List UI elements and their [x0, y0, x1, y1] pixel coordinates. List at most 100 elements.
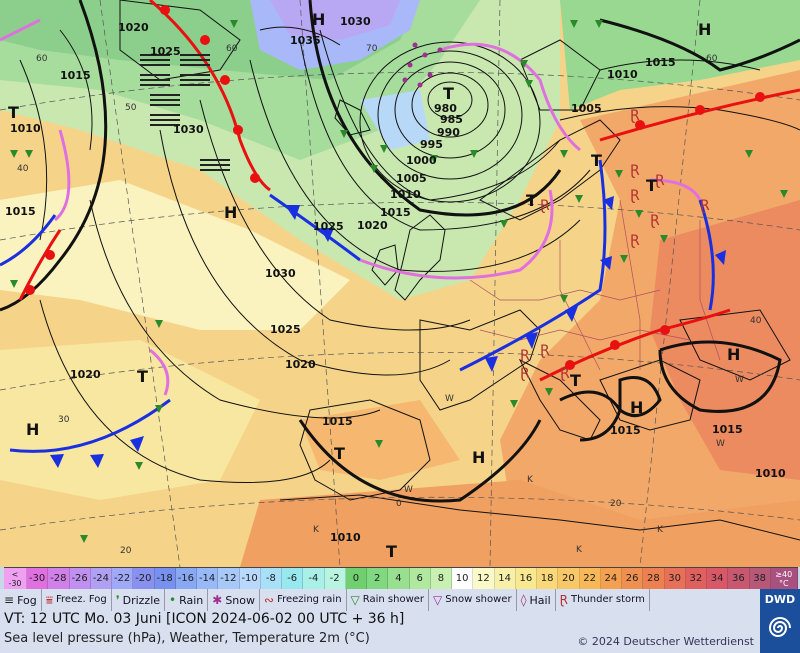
occlusion-front-north [439, 42, 581, 152]
occlusion-front-south [359, 189, 554, 280]
low-center: T [334, 444, 345, 463]
temp-label: K [527, 475, 534, 485]
temp-label: 30 [58, 415, 70, 425]
svg-text:Ɽ: Ɽ [655, 173, 665, 189]
colorbar-above-max: ≥40 °C [770, 568, 798, 590]
pressure-label: 1010 [10, 122, 41, 135]
colorbar-cell: -6 [282, 568, 304, 590]
pressure-label: 1015 [322, 415, 353, 428]
snow-shower-icon: ▽ [433, 593, 443, 607]
svg-text:Ɽ: Ɽ [520, 348, 530, 364]
pressure-label: 1015 [60, 69, 91, 82]
high-center: H [224, 203, 237, 222]
pressure-labels: 1020 1025 1015 1035 1030 1010 1005 1015 … [5, 15, 786, 544]
svg-text:Ɽ: Ɽ [630, 233, 640, 249]
colorbar-cell: -2 [324, 568, 346, 590]
legend-label: Thunder storm [570, 594, 645, 605]
colorbar-cell: -24 [90, 568, 112, 590]
pressure-label: 1020 [70, 368, 101, 381]
warm-front-atlantic [18, 229, 62, 301]
pressure-label: 1025 [313, 220, 344, 233]
cold-front-marks [50, 196, 726, 468]
svg-text:Ɽ: Ɽ [630, 188, 640, 204]
legend-label: Drizzle [122, 593, 161, 607]
valid-time: VT: 12 UTC Mo. 03 Juni [ICON 2024-06-02 … [4, 611, 405, 627]
temp-zone-north [560, 0, 800, 110]
temp-label: K [576, 545, 583, 555]
svg-text:Ɽ: Ɽ [540, 198, 550, 214]
low-center: T [386, 542, 397, 561]
pressure-label: 1015 [380, 206, 411, 219]
temp-label: 20 [610, 499, 622, 509]
pressure-label: 1030 [265, 267, 296, 280]
colorbar-cell: 30 [664, 568, 686, 590]
chart-info: VT: 12 UTC Mo. 03 Juni [ICON 2024-06-02 … [0, 611, 760, 653]
legend-item: • Rain [165, 589, 209, 611]
svg-text:Ɽ: Ɽ [630, 163, 640, 179]
thunderstorm-markers: ⱤⱤⱤ ⱤⱤⱤ ⱤⱤⱤ ⱤⱤ Ɽ [520, 108, 710, 382]
pressure-label: 990 [437, 126, 460, 139]
legend-label: Freez. Fog [56, 594, 107, 605]
thunderstorm-icon: Ɽ [559, 593, 568, 607]
freezing-rain-icon: ∾ [264, 593, 275, 607]
colorbar-cell: 8 [430, 568, 452, 590]
colorbar-cell: 22 [579, 568, 601, 590]
pressure-label: 1015 [712, 423, 743, 436]
temp-label: K [313, 525, 320, 535]
pressure-centers: H H H H H H H T T T T T T T T T [8, 10, 740, 561]
synoptic-map: ⱤⱤⱤ ⱤⱤⱤ ⱤⱤⱤ ⱤⱤ Ɽ 1020 1025 1015 1035 1030… [0, 0, 800, 567]
legend-label: Freezing rain [277, 594, 342, 605]
chart-description: Sea level pressure (hPa), Weather, Tempe… [4, 631, 370, 646]
warm-front-marks [25, 5, 765, 370]
colorbar-cell: -16 [175, 568, 197, 590]
colorbar-cell: 32 [685, 568, 707, 590]
colorbar-cell: -20 [133, 568, 155, 590]
pressure-label: 1035 [290, 34, 321, 47]
isobars [19, 26, 800, 483]
colorbar-cell: 16 [515, 568, 537, 590]
fog-icon: ≡ [4, 593, 15, 607]
temp-label: K [657, 525, 664, 535]
legend-item: ▽ Snow shower [429, 589, 517, 611]
legend-item: ≡ Fog [0, 589, 42, 611]
temp-label: 70 [366, 44, 378, 54]
pressure-label: 1000 [406, 154, 437, 167]
svg-text:Ɽ: Ɽ [520, 366, 530, 382]
country-borders [469, 199, 721, 371]
temp-label: 40 [750, 316, 762, 326]
dwd-logo: DWD [760, 589, 800, 653]
legend-item: Ɽ Thunder storm [556, 589, 650, 611]
low-center: T [137, 367, 148, 386]
temp-zone-hot-east [650, 200, 800, 480]
legend-label: Snow shower [445, 594, 512, 605]
colorbar-cell: -26 [69, 568, 91, 590]
pressure-label: 1015 [5, 205, 36, 218]
colorbar-cell: 38 [749, 568, 771, 590]
colorbar-cell: -14 [197, 568, 219, 590]
colorbar-cell: -10 [239, 568, 261, 590]
pressure-label: 1015 [610, 424, 641, 437]
cold-front-central [459, 159, 607, 372]
temp-label: 20 [120, 546, 132, 556]
temp-zone-subtropic [0, 340, 260, 500]
colorbar-cell: 34 [707, 568, 729, 590]
pressure-label: 1010 [755, 467, 786, 480]
snow-icon: ✱ [212, 593, 223, 607]
cold-front-west [269, 193, 361, 262]
svg-text:Ɽ: Ɽ [630, 108, 640, 124]
temp-label: W [404, 485, 413, 495]
temp-label: W [716, 439, 725, 449]
high-center: H [727, 345, 740, 364]
colorbar-cell: 18 [537, 568, 559, 590]
pressure-label: 1010 [390, 188, 421, 201]
colorbar-cell: -28 [48, 568, 70, 590]
pressure-label: 980 [434, 102, 457, 115]
legend-label: Rain shower [362, 594, 425, 605]
hail-icon: ◊ [520, 593, 527, 607]
colorbar-cell: 28 [643, 568, 665, 590]
colorbar-cell: 2 [367, 568, 389, 590]
isobars-1015-bold [0, 0, 800, 503]
temp-label: 50 [125, 103, 137, 113]
temp-zone-south [240, 480, 800, 567]
rain-icon: • [169, 593, 177, 607]
